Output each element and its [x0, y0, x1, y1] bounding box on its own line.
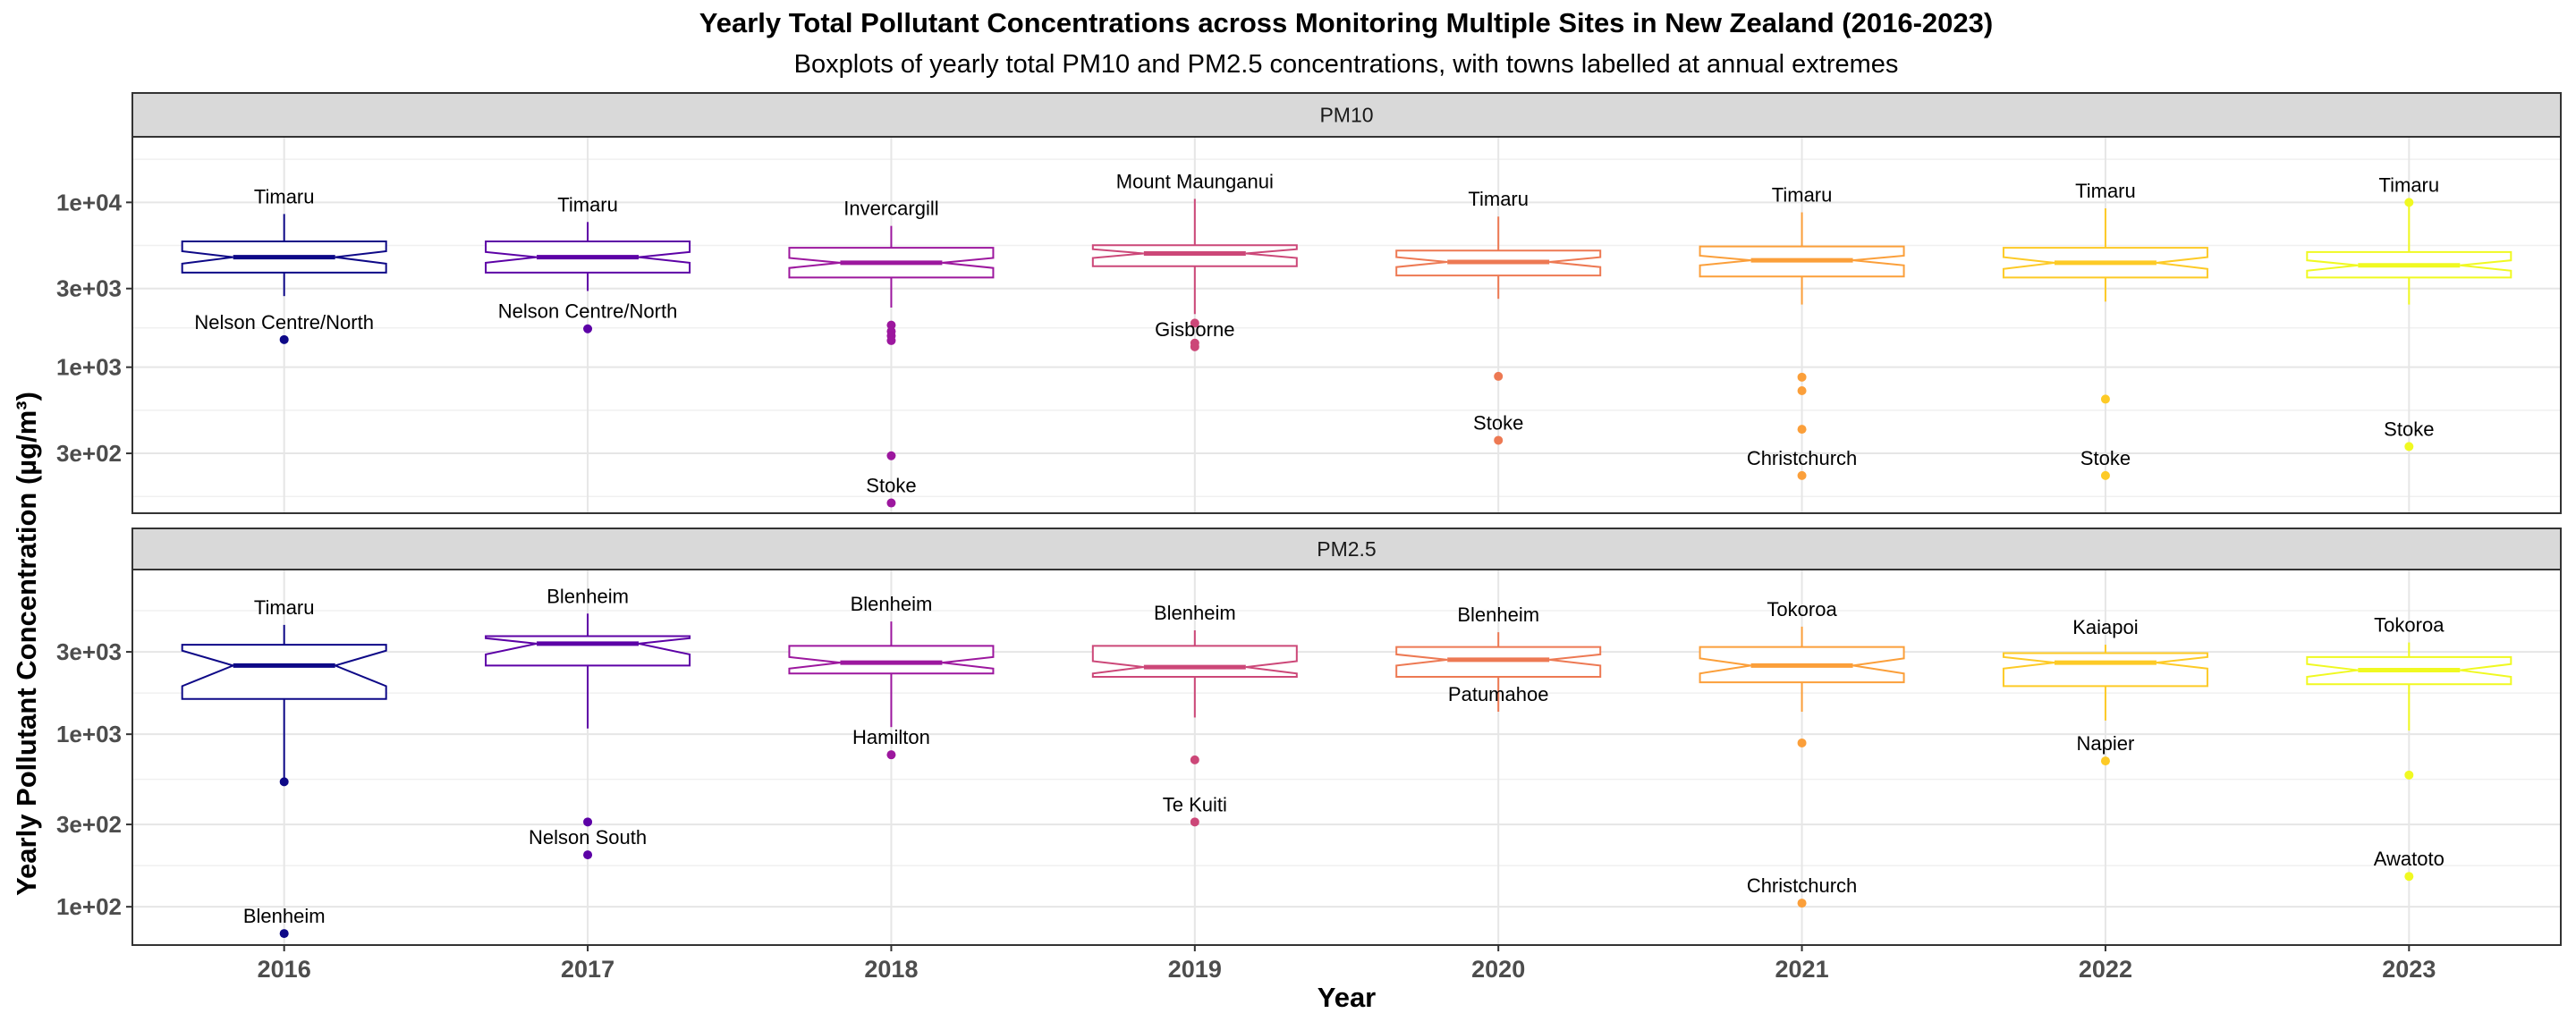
outlier-point	[2100, 756, 2110, 766]
outlier-point	[1797, 738, 1807, 747]
min-town-label: Blenheim	[243, 905, 326, 927]
max-town-label: Tokoroa	[1767, 598, 1837, 621]
outlier-point	[1494, 371, 1504, 381]
min-town-label: Nelson Centre/North	[498, 300, 678, 323]
y-tick-label: 3e+03	[56, 275, 122, 302]
max-town-label: Timaru	[557, 193, 618, 215]
outlier-point	[1190, 342, 1199, 351]
outlier-point	[886, 320, 896, 330]
outlier-point	[583, 324, 593, 333]
max-town-label: Kaiapoi	[2072, 616, 2138, 638]
max-town-label: Timaru	[2075, 180, 2136, 202]
max-town-label: Tokoroa	[2374, 614, 2445, 637]
outlier-point	[886, 750, 896, 760]
min-town-label: Awatoto	[2374, 848, 2445, 870]
min-town-label: Stoke	[2384, 418, 2434, 440]
max-town-label: Timaru	[254, 185, 315, 207]
min-town-label: Nelson South	[529, 826, 647, 848]
min-town-label: Stoke	[1473, 411, 1523, 434]
panel-border	[131, 569, 2562, 946]
outlier-point	[583, 817, 593, 827]
y-tick-label: 3e+03	[56, 638, 122, 665]
max-town-label: Blenheim	[1154, 602, 1236, 624]
chart-title: Yearly Total Pollutant Concentrations ac…	[699, 7, 1994, 38]
max-town-label: Timaru	[1468, 188, 1529, 210]
outlier-point	[1797, 425, 1807, 435]
outlier-point	[2404, 770, 2414, 780]
max-town-label: Timaru	[2378, 173, 2439, 196]
min-town-label: Stoke	[866, 475, 916, 497]
outlier-point	[1797, 470, 1807, 480]
outlier-point	[279, 929, 289, 939]
y-tick-label: 1e+04	[56, 189, 123, 215]
outlier-point	[886, 451, 896, 460]
y-tick-label: 1e+02	[56, 893, 122, 920]
max-town-label: Blenheim	[851, 593, 933, 615]
x-tick-label: 2020	[1471, 956, 1525, 983]
y-tick-label: 3e+02	[56, 440, 122, 467]
outlier-point	[1494, 435, 1504, 445]
x-tick-label: 2022	[2079, 956, 2132, 983]
y-axis-title: Yearly Pollutant Concentration (µg/m³)	[11, 392, 42, 896]
y-tick-label: 3e+02	[56, 811, 122, 838]
min-town-label: Nelson Centre/North	[194, 311, 374, 333]
x-tick-label: 2021	[1775, 956, 1829, 983]
min-town-label: Gisborne	[1155, 318, 1234, 341]
x-tick-label: 2018	[864, 956, 918, 983]
box-2019	[1091, 244, 1298, 267]
box-2018	[788, 645, 995, 675]
min-town-label: Christchurch	[1747, 874, 1857, 897]
chart-subtitle: Boxplots of yearly total PM10 and PM2.5 …	[793, 50, 1899, 79]
panel-background	[132, 570, 2561, 945]
min-town-label: Hamilton	[852, 726, 930, 748]
outlier-point	[2404, 198, 2414, 207]
outlier-point	[886, 498, 896, 508]
facet-strip-pm25	[131, 528, 2562, 570]
outlier-point	[2404, 872, 2414, 882]
outlier-point	[2100, 470, 2110, 480]
x-tick-label: 2017	[561, 956, 614, 983]
min-town-label: Te Kuiti	[1163, 793, 1227, 815]
min-town-label: Christchurch	[1747, 447, 1857, 469]
min-town-label: Napier	[2077, 732, 2135, 755]
box-2022	[2002, 652, 2208, 688]
outlier-point	[1797, 385, 1807, 395]
facet-strip-label: PM10	[1319, 104, 1373, 127]
max-town-label: Blenheim	[1457, 604, 1539, 626]
outlier-point	[2404, 442, 2414, 452]
outlier-point	[1797, 372, 1807, 382]
x-axis-title: Year	[1317, 982, 1377, 1013]
max-town-label: Invercargill	[843, 198, 938, 220]
min-town-label: Patumahoe	[1448, 683, 1549, 705]
panel-border	[131, 136, 2562, 514]
facet-strip-label: PM2.5	[1317, 537, 1376, 561]
y-tick-label: 1e+03	[56, 721, 122, 747]
outlier-point	[1190, 817, 1199, 827]
box-2017	[485, 635, 691, 667]
outlier-point	[1190, 755, 1199, 764]
outlier-point	[279, 777, 289, 787]
outlier-point	[886, 335, 896, 345]
max-town-label: Timaru	[254, 596, 315, 619]
y-tick-label: 1e+03	[56, 354, 122, 381]
outlier-point	[2100, 394, 2110, 404]
max-town-label: Mount Maunganui	[1116, 170, 1274, 192]
max-town-label: Blenheim	[547, 585, 629, 607]
x-tick-label: 2019	[1168, 956, 1222, 983]
x-tick-label: 2023	[2382, 956, 2436, 983]
min-town-label: Stoke	[2080, 447, 2131, 469]
box-2016	[181, 644, 387, 700]
panel-background	[132, 137, 2561, 513]
outlier-point	[1190, 318, 1199, 328]
max-town-label: Timaru	[1772, 183, 1833, 206]
outlier-point	[583, 850, 593, 860]
outlier-point	[1797, 899, 1807, 908]
outlier-point	[279, 334, 289, 344]
x-tick-label: 2016	[258, 956, 311, 983]
box-2019	[1091, 645, 1298, 679]
